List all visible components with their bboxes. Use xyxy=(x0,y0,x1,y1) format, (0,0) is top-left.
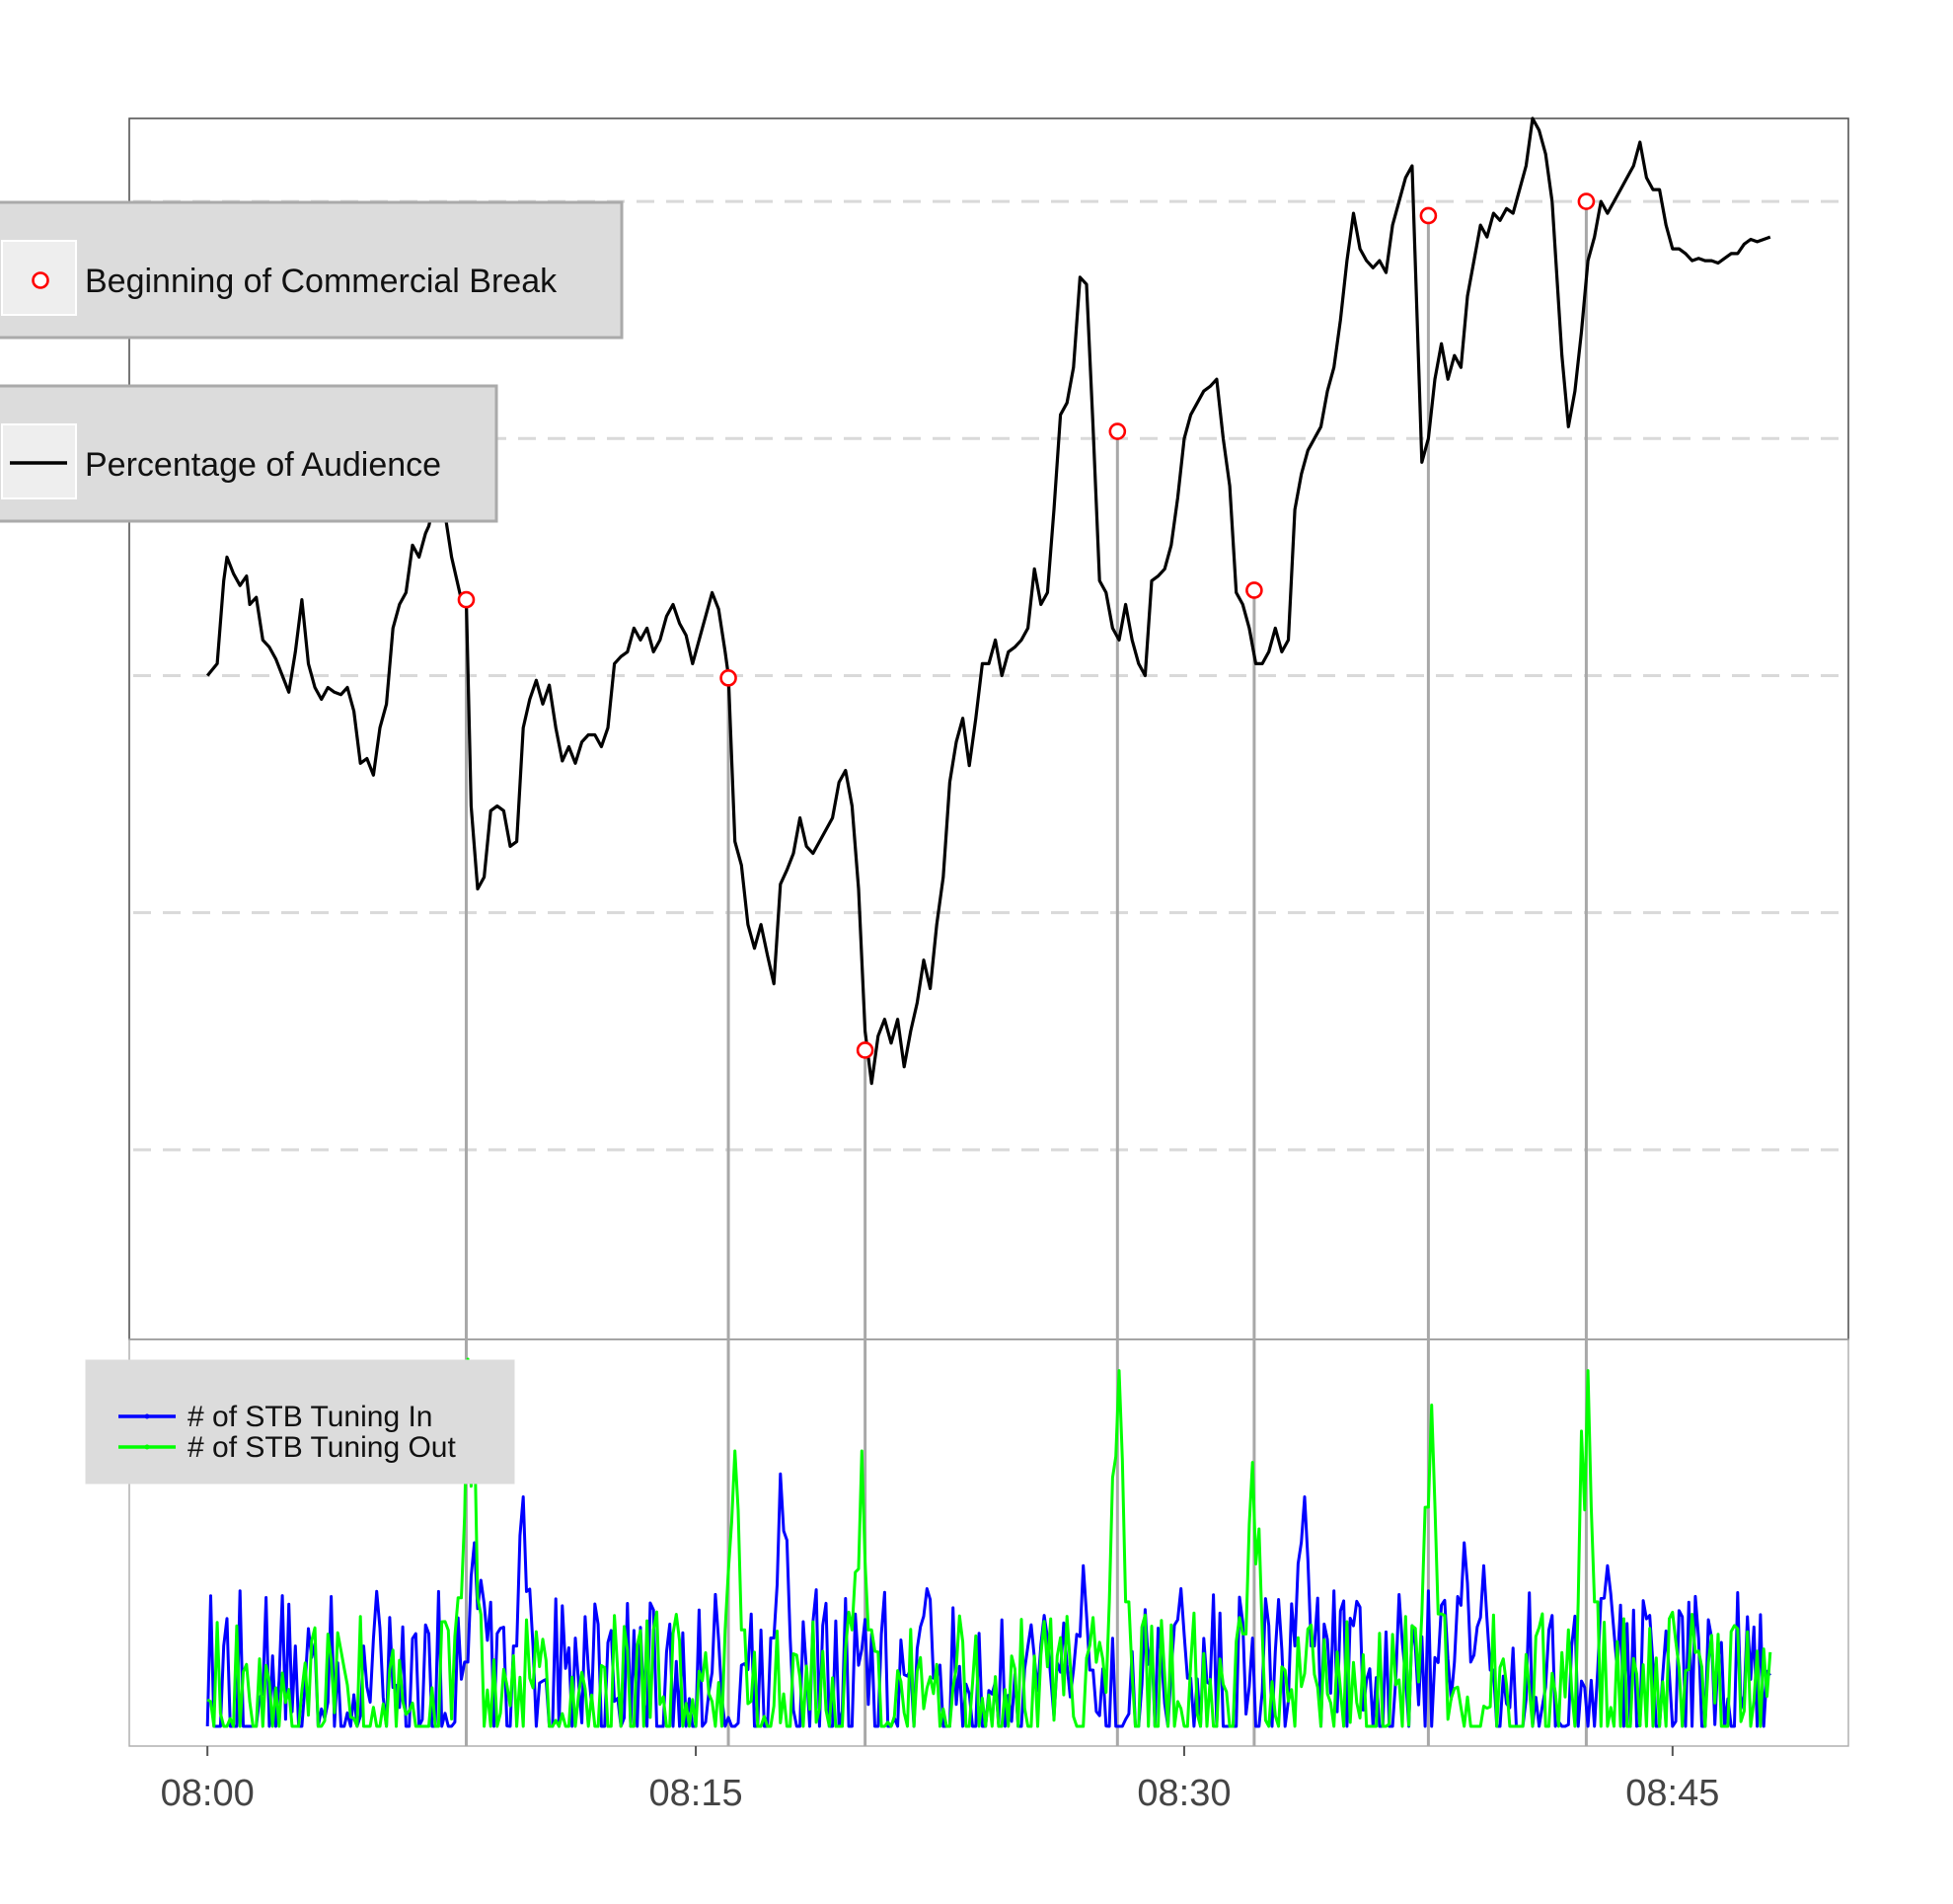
x-tick-label-2: 08:30 xyxy=(1137,1773,1231,1814)
upper-panel-grid xyxy=(133,199,1844,1152)
legend-label-tuning-in: # of STB Tuning In xyxy=(188,1401,432,1433)
commercial-break-marker-3 xyxy=(1108,422,1127,440)
lower-panel-series xyxy=(205,1357,1772,1728)
legend-percentage-audience: Percentage of Audience xyxy=(0,384,498,523)
x-tick-label-0: 08:00 xyxy=(161,1773,255,1814)
commercial-break-marker-6 xyxy=(1577,192,1596,210)
legend-commercial-break: Beginning of Commercial Break xyxy=(0,200,624,340)
x-tick-label-3: 08:45 xyxy=(1625,1773,1719,1814)
commercial-break-marker-0 xyxy=(457,590,476,609)
legend-label-percentage-audience: Percentage of Audience xyxy=(85,446,441,484)
legend-label-commercial-break: Beginning of Commercial Break xyxy=(85,263,558,300)
commercial-break-marker-2 xyxy=(856,1041,874,1059)
legend-red-circle-marker xyxy=(32,271,49,289)
commercial-break-marker-4 xyxy=(1245,581,1263,599)
series-stb-tuning-out xyxy=(206,1357,1772,1728)
legend-label-tuning-out: # of STB Tuning Out xyxy=(188,1431,456,1464)
x-tick-label-1: 08:15 xyxy=(649,1773,743,1814)
commercial-break-markers xyxy=(457,192,1596,1059)
legend-stb: # of STB Tuning In # of STB Tuning Out xyxy=(85,1359,515,1485)
lower-panel-border xyxy=(128,1338,1849,1747)
commercial-break-marker-5 xyxy=(1419,206,1438,225)
commercial-break-marker-1 xyxy=(719,669,737,687)
x-axis-ticks: 08:00 08:15 08:30 08:45 xyxy=(161,1746,1719,1814)
